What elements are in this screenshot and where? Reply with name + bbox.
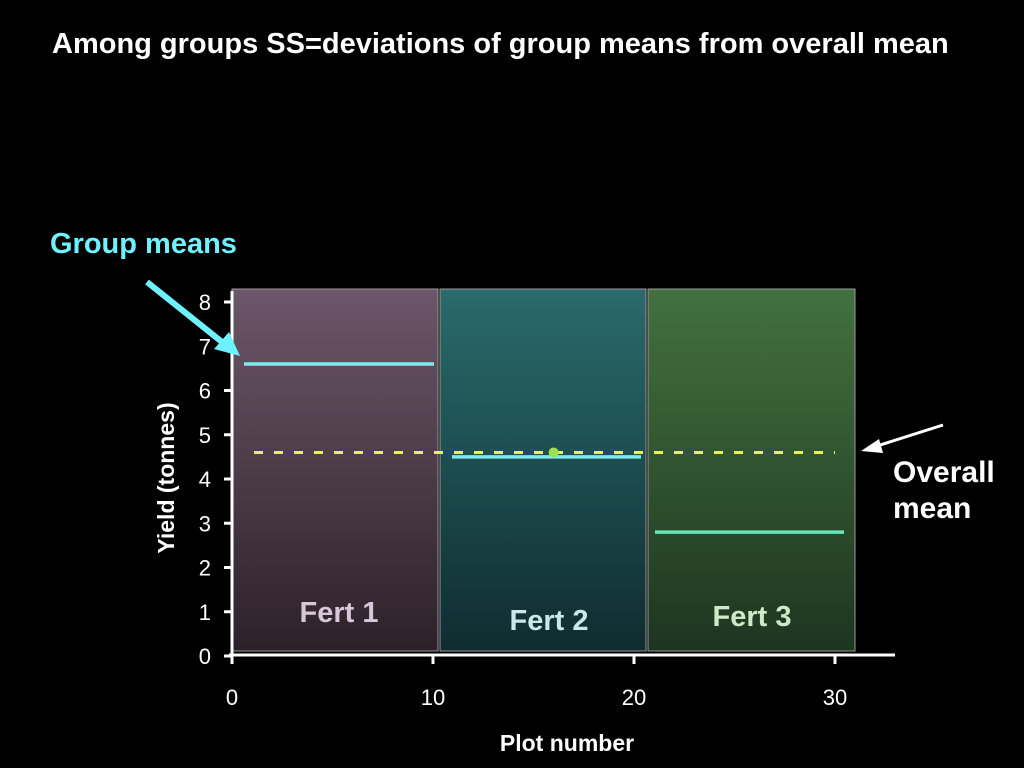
group-means-arrow-shaft	[145, 279, 229, 349]
group-means-arrowhead	[214, 332, 240, 356]
overall-mean-arrowhead	[861, 439, 883, 453]
y-tick-label: 0	[199, 644, 211, 669]
y-tick-label: 1	[199, 600, 211, 625]
y-tick-label: 2	[199, 556, 211, 581]
y-tick-label: 8	[199, 290, 211, 315]
overall-mean-callout: Overall mean	[893, 455, 1023, 527]
y-tick-label: 6	[199, 379, 211, 404]
group-label-2: Fert 2	[510, 605, 589, 637]
group-panel-3	[647, 288, 856, 652]
group-label-3: Fert 3	[713, 601, 792, 633]
x-tick-label: 0	[226, 685, 238, 710]
group-means-callout: Group means	[50, 228, 237, 260]
y-tick-label: 3	[199, 511, 211, 536]
x-axis-title: Plot number	[500, 730, 634, 756]
x-tick-label: 10	[421, 685, 445, 710]
overall-mean-arrow-shaft	[876, 423, 944, 448]
y-tick-label: 7	[199, 334, 211, 359]
group-panel-2	[439, 288, 647, 652]
group-panel-1	[231, 288, 439, 652]
overall-mean-callout-line2: mean	[893, 492, 972, 525]
y-tick-label: 5	[199, 423, 211, 448]
slide-title: Among groups SS=deviations of group mean…	[52, 28, 949, 60]
y-axis-title: Yield (tonnes)	[153, 402, 179, 553]
x-tick-label: 20	[622, 685, 646, 710]
y-tick-label: 4	[199, 467, 211, 492]
overall-mean-point	[548, 447, 559, 458]
overall-mean-callout-line1: Overall	[893, 456, 995, 489]
group-label-1: Fert 1	[300, 597, 379, 629]
x-tick-label: 30	[823, 685, 847, 710]
